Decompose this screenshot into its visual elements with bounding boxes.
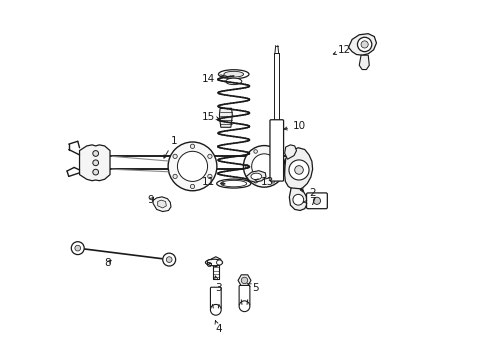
Circle shape — [207, 154, 212, 158]
FancyBboxPatch shape — [306, 193, 326, 209]
Circle shape — [243, 145, 285, 187]
Circle shape — [253, 180, 257, 183]
Text: 2: 2 — [300, 188, 315, 198]
Circle shape — [270, 180, 274, 183]
Text: 11: 11 — [201, 177, 224, 187]
Circle shape — [71, 242, 84, 255]
Circle shape — [190, 144, 194, 148]
Text: 8: 8 — [104, 258, 111, 268]
Bar — [88, 156, 287, 169]
Circle shape — [93, 160, 99, 166]
Circle shape — [93, 169, 99, 175]
Polygon shape — [289, 188, 306, 211]
Circle shape — [173, 174, 177, 179]
Circle shape — [251, 154, 276, 179]
Ellipse shape — [216, 179, 250, 188]
Polygon shape — [348, 34, 376, 55]
Polygon shape — [246, 171, 265, 182]
Text: 10: 10 — [284, 121, 305, 131]
Ellipse shape — [216, 260, 222, 265]
Text: 7: 7 — [303, 197, 315, 207]
Circle shape — [239, 301, 249, 312]
Circle shape — [357, 37, 371, 51]
Polygon shape — [80, 145, 110, 181]
Circle shape — [244, 165, 248, 168]
Ellipse shape — [205, 259, 222, 266]
Polygon shape — [153, 197, 171, 212]
Ellipse shape — [218, 70, 248, 79]
Circle shape — [241, 277, 247, 284]
FancyBboxPatch shape — [210, 287, 221, 309]
Circle shape — [270, 150, 274, 153]
Circle shape — [207, 174, 212, 179]
Circle shape — [190, 184, 194, 189]
Circle shape — [168, 142, 217, 191]
Polygon shape — [284, 148, 312, 190]
Text: 9: 9 — [147, 195, 154, 205]
Polygon shape — [158, 200, 166, 208]
Polygon shape — [238, 275, 250, 286]
Text: 5: 5 — [246, 283, 259, 293]
Polygon shape — [284, 145, 296, 159]
Circle shape — [292, 194, 303, 205]
Ellipse shape — [224, 71, 243, 77]
Ellipse shape — [250, 173, 261, 180]
Circle shape — [360, 41, 367, 48]
Circle shape — [279, 165, 283, 168]
Circle shape — [313, 197, 320, 204]
Polygon shape — [359, 55, 368, 69]
Circle shape — [288, 160, 308, 180]
Circle shape — [253, 150, 257, 153]
Circle shape — [163, 253, 175, 266]
Circle shape — [294, 166, 303, 174]
Polygon shape — [219, 108, 232, 127]
FancyBboxPatch shape — [269, 120, 283, 181]
Text: 14: 14 — [201, 74, 224, 84]
Circle shape — [173, 154, 177, 158]
Circle shape — [177, 151, 207, 181]
Ellipse shape — [225, 78, 241, 85]
Circle shape — [75, 245, 81, 251]
Polygon shape — [210, 257, 220, 267]
Circle shape — [93, 150, 99, 156]
Text: 3: 3 — [214, 276, 221, 293]
Circle shape — [210, 305, 221, 315]
FancyBboxPatch shape — [239, 285, 249, 306]
Circle shape — [166, 257, 172, 262]
Ellipse shape — [221, 180, 246, 187]
Text: 13: 13 — [254, 177, 273, 187]
Text: 12: 12 — [333, 45, 350, 55]
Text: 15: 15 — [201, 112, 220, 122]
Text: 4: 4 — [215, 321, 221, 334]
Text: 6: 6 — [204, 258, 211, 269]
Text: 1: 1 — [163, 136, 177, 158]
